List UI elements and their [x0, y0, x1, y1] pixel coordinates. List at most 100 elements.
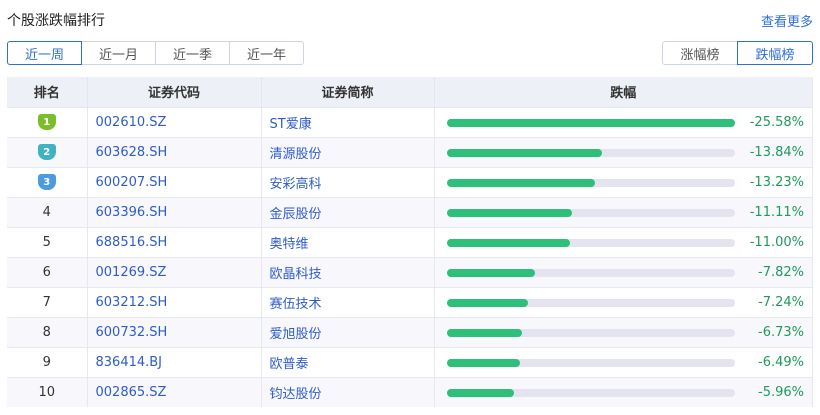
tab-month[interactable]: 近一月 — [81, 41, 156, 65]
stock-code[interactable]: 688516.SH — [87, 226, 262, 257]
page-title: 个股涨跌幅排行 — [7, 13, 105, 29]
stock-name[interactable]: 欧普泰 — [261, 346, 435, 377]
stock-code[interactable]: 603212.SH — [87, 286, 262, 317]
change-bar-fill — [446, 298, 528, 307]
stock-name[interactable]: 欧晶科技 — [261, 256, 435, 287]
change-value: -11.11% — [749, 204, 804, 220]
col-change: 跌幅 — [434, 77, 813, 107]
change-bar-track — [446, 148, 735, 157]
change-bar-track — [446, 208, 735, 217]
change-bar-fill — [446, 238, 571, 247]
change-bar-track — [446, 358, 735, 367]
tab-losers[interactable]: 跌幅榜 — [737, 41, 813, 65]
rank-number: 4 — [42, 204, 51, 220]
period-tabs: 近一周 近一月 近一季 近一年 — [7, 41, 304, 65]
rank-cell: 5 — [7, 226, 88, 257]
rank-number: 8 — [42, 324, 51, 340]
col-code: 证券代码 — [87, 77, 262, 107]
change-bar-track — [446, 238, 735, 247]
change-bar-fill — [446, 268, 535, 277]
change-bar-track — [446, 328, 735, 337]
change-value: -11.00% — [749, 234, 804, 250]
change-cell: -6.49% — [434, 346, 813, 377]
change-value: -6.49% — [758, 354, 804, 370]
table-row[interactable]: 1 002610.SZ ST爱康 -25.58% — [7, 106, 813, 137]
change-bar-fill — [446, 148, 603, 157]
change-value: -5.96% — [758, 384, 804, 400]
ranking-table: 排名 证券代码 证券简称 跌幅 1 002610.SZ ST爱康 -25.58%… — [7, 77, 813, 407]
rank-number: 5 — [42, 234, 51, 250]
stock-name[interactable]: 奥特维 — [261, 226, 435, 257]
table-row[interactable]: 7 603212.SH 赛伍技术 -7.24% — [7, 286, 813, 317]
rank-number: 10 — [38, 384, 56, 400]
col-rank: 排名 — [7, 77, 88, 107]
rank-number: 6 — [42, 264, 51, 280]
stock-code[interactable]: 600207.SH — [87, 166, 262, 197]
change-value: -13.23% — [749, 174, 804, 190]
change-bar-track — [446, 298, 735, 307]
table-row[interactable]: 5 688516.SH 奥特维 -11.00% — [7, 226, 813, 257]
rank-cell: 1 — [7, 106, 88, 137]
change-bar-fill — [446, 328, 523, 337]
table-row[interactable]: 8 600732.SH 爱旭股份 -6.73% — [7, 316, 813, 347]
stock-name[interactable]: ST爱康 — [261, 106, 435, 137]
change-cell: -13.84% — [434, 136, 813, 167]
table-row[interactable]: 10 002865.SZ 钧达股份 -5.96% — [7, 376, 813, 407]
stock-name[interactable]: 钧达股份 — [261, 376, 435, 407]
rank-cell: 6 — [7, 256, 88, 287]
stock-name[interactable]: 赛伍技术 — [261, 286, 435, 317]
change-bar-track — [446, 178, 735, 187]
table-row[interactable]: 4 603396.SH 金辰股份 -11.11% — [7, 196, 813, 227]
change-bar-fill — [446, 118, 735, 127]
change-value: -13.84% — [749, 144, 804, 160]
stock-name[interactable]: 金辰股份 — [261, 196, 435, 227]
stock-code[interactable]: 600732.SH — [87, 316, 262, 347]
change-cell: -7.82% — [434, 256, 813, 287]
change-cell: -11.00% — [434, 226, 813, 257]
stock-code[interactable]: 603628.SH — [87, 136, 262, 167]
change-value: -25.58% — [749, 114, 804, 130]
rank-cell: 8 — [7, 316, 88, 347]
change-bar-track — [446, 118, 735, 127]
change-bar-fill — [446, 358, 520, 367]
rank-medal-icon: 3 — [37, 174, 56, 191]
rank-cell: 9 — [7, 346, 88, 377]
rank-cell: 10 — [7, 376, 88, 407]
stock-name[interactable]: 安彩高科 — [261, 166, 435, 197]
change-cell: -7.24% — [434, 286, 813, 317]
stock-code[interactable]: 002610.SZ — [87, 106, 262, 137]
direction-tabs: 涨幅榜 跌幅榜 — [662, 41, 813, 65]
stock-code[interactable]: 001269.SZ — [87, 256, 262, 287]
change-bar-fill — [446, 388, 514, 397]
rank-cell: 7 — [7, 286, 88, 317]
table-row[interactable]: 6 001269.SZ 欧晶科技 -7.82% — [7, 256, 813, 287]
tab-year[interactable]: 近一年 — [229, 41, 304, 65]
stock-code[interactable]: 002865.SZ — [87, 376, 262, 407]
rank-medal-icon: 2 — [37, 144, 56, 161]
change-bar-fill — [446, 208, 572, 217]
change-bar-fill — [446, 178, 596, 187]
change-bar-track — [446, 268, 735, 277]
rank-number: 7 — [42, 294, 51, 310]
change-cell: -5.96% — [434, 376, 813, 407]
change-cell: -11.11% — [434, 196, 813, 227]
change-value: -6.73% — [758, 324, 804, 340]
change-cell: -13.23% — [434, 166, 813, 197]
change-bar-track — [446, 388, 735, 397]
stock-name[interactable]: 爱旭股份 — [261, 316, 435, 347]
table-row[interactable]: 9 836414.BJ 欧普泰 -6.49% — [7, 346, 813, 377]
tab-week[interactable]: 近一周 — [7, 41, 82, 65]
stock-code[interactable]: 603396.SH — [87, 196, 262, 227]
rank-cell: 3 — [7, 166, 88, 197]
view-more-link[interactable]: 查看更多 — [760, 15, 813, 30]
stock-code[interactable]: 836414.BJ — [87, 346, 262, 377]
tab-quarter[interactable]: 近一季 — [155, 41, 230, 65]
rank-cell: 2 — [7, 136, 88, 167]
change-value: -7.24% — [758, 294, 804, 310]
stock-name[interactable]: 清源股份 — [261, 136, 435, 167]
rank-cell: 4 — [7, 196, 88, 227]
tab-gainers[interactable]: 涨幅榜 — [662, 41, 738, 65]
table-row[interactable]: 2 603628.SH 清源股份 -13.84% — [7, 136, 813, 167]
change-cell: -6.73% — [434, 316, 813, 347]
table-row[interactable]: 3 600207.SH 安彩高科 -13.23% — [7, 166, 813, 197]
